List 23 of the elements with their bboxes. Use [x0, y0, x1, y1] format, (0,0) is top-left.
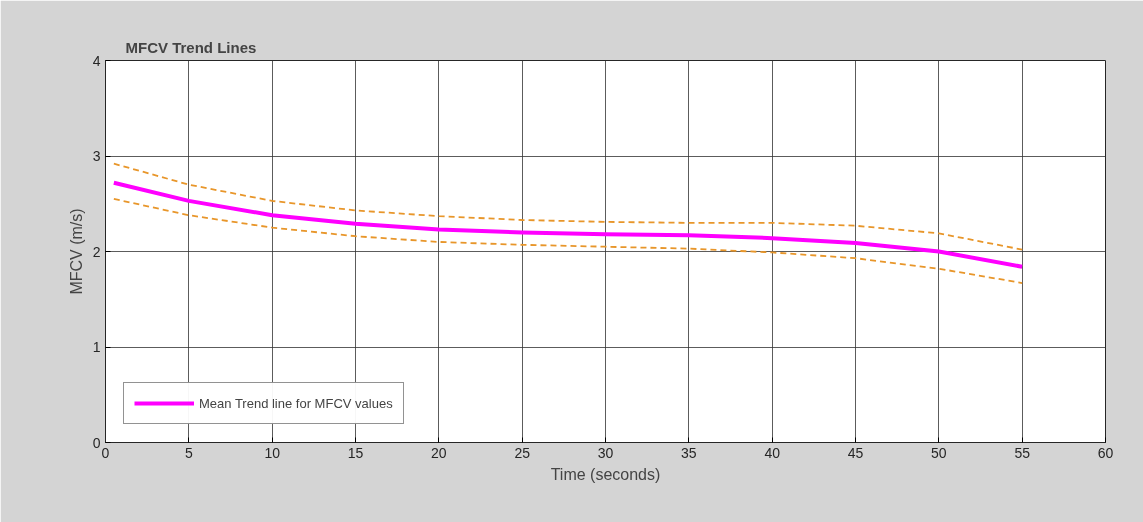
x-tick-label: 20 — [431, 444, 447, 461]
y-tick-label: 1 — [92, 339, 101, 355]
x-tick-label: 55 — [1014, 444, 1031, 461]
y-axis-title: MFCV (m/s) — [67, 208, 85, 295]
x-tick-label: 30 — [597, 444, 614, 461]
y-tick-label: 3 — [92, 148, 101, 164]
x-tick-label: 45 — [847, 444, 864, 461]
x-tick-label: 50 — [931, 444, 947, 461]
x-tick-label: 10 — [264, 444, 281, 461]
legend-label: Mean Trend line for MFCV values — [199, 395, 393, 411]
line-series — [112, 162, 1024, 251]
x-tick-label: 60 — [1097, 444, 1114, 461]
x-tick-label: 40 — [764, 444, 781, 461]
x-tick-label: 15 — [347, 444, 364, 461]
x-axis-title: Time (seconds) — [550, 465, 661, 483]
x-tick-label: 25 — [514, 444, 531, 461]
y-tick-label: 4 — [92, 52, 101, 69]
y-tick-label: 2 — [92, 243, 101, 260]
x-tick-label: 5 — [184, 444, 193, 461]
line-series — [112, 198, 1024, 284]
chart-title: MFCV Trend Lines — [125, 38, 257, 56]
line-series — [111, 180, 1025, 269]
x-tick-label: 35 — [681, 444, 697, 461]
